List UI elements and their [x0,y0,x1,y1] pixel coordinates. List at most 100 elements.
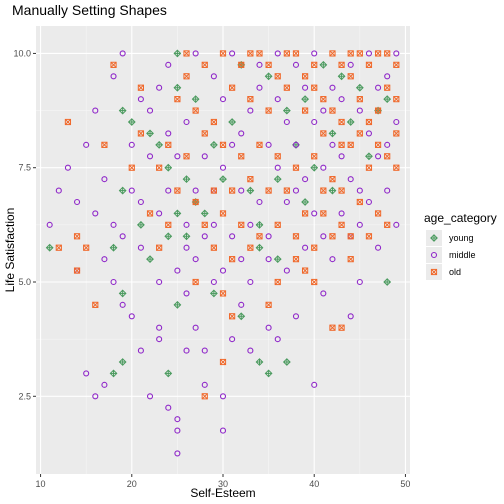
point-old [292,164,300,171]
point-middle [256,61,263,68]
point-middle [137,244,144,251]
point-young [264,369,273,378]
point-middle [274,336,281,343]
point-middle [128,141,135,148]
point-middle [219,393,227,400]
point-old [393,130,400,137]
point-young [191,95,200,104]
point-middle [302,84,309,91]
point-old [210,244,217,251]
point-old [174,96,181,103]
point-middle [46,221,53,228]
point-old [374,50,382,57]
point-middle [302,176,309,183]
point-old [219,50,227,57]
point-old [247,96,254,103]
point-middle [247,221,254,228]
point-old [156,164,163,171]
point-old [329,324,336,331]
point-middle [229,50,236,57]
point-old [320,187,327,194]
point-old [301,107,309,114]
legend: age_category young middle old [424,211,497,280]
point-old [83,244,90,251]
point-old [192,107,199,114]
point-old [183,73,190,80]
point-young [301,198,310,206]
point-middle [329,141,336,148]
point-old [292,233,300,240]
point-young [255,243,264,252]
point-old [393,61,400,68]
point-middle [347,313,354,320]
point-old [365,61,373,68]
legend-item-young: young [426,230,474,246]
point-young [264,72,273,81]
point-old [338,324,345,331]
point-old [247,244,254,251]
point-middle [384,141,391,148]
point-old [356,130,363,137]
point-young [136,220,145,229]
point-old [165,141,172,148]
point-young [45,243,54,252]
point-middle [347,176,354,183]
point-old [311,153,318,160]
point-old [64,118,72,126]
point-old [338,187,345,194]
point-old [365,164,373,171]
point-old [356,50,363,57]
point-old [283,84,290,91]
legend-item-middle: middle [426,247,476,263]
point-middle [229,233,236,240]
point-old [210,118,217,126]
data-points [45,49,400,457]
point-young [164,369,173,378]
point-middle [219,427,227,434]
point-young [146,129,154,138]
point-old [311,61,318,68]
point-old [247,50,254,57]
point-middle [238,301,245,308]
point-old [183,153,190,160]
point-old [338,221,345,228]
legend-title: age_category [424,211,497,225]
point-old [384,84,391,91]
point-old [229,313,236,320]
point-middle [55,187,62,194]
point-young [301,95,310,104]
point-young [164,232,173,241]
point-middle [110,73,117,80]
point-old [201,130,208,137]
point-old [347,50,354,57]
point-old [73,267,81,274]
point-middle [375,153,382,160]
point-young [365,152,373,161]
point-middle [137,198,144,206]
point-old [73,233,81,240]
point-old [256,233,263,240]
point-middle [229,336,236,343]
point-middle [183,118,190,126]
point-middle [356,107,363,114]
point-old [201,221,208,228]
point-old [301,73,309,80]
point-middle [393,50,400,57]
point-middle [375,244,382,251]
y-tick-label: 7.5 [18,163,31,173]
point-old [301,210,309,217]
x-tick-label: 40 [309,479,319,489]
point-middle [92,210,99,217]
y-axis-label: Life Satisfaction [3,208,17,293]
point-middle [101,256,108,263]
point-old [146,210,154,217]
legend-key [426,247,442,263]
point-old [311,84,318,91]
point-young [282,106,291,115]
point-middle [137,96,144,103]
point-old [256,141,263,148]
y-tick-label: 2.5 [18,391,31,401]
point-middle [201,233,208,240]
point-middle [283,118,290,126]
point-middle [274,50,281,57]
